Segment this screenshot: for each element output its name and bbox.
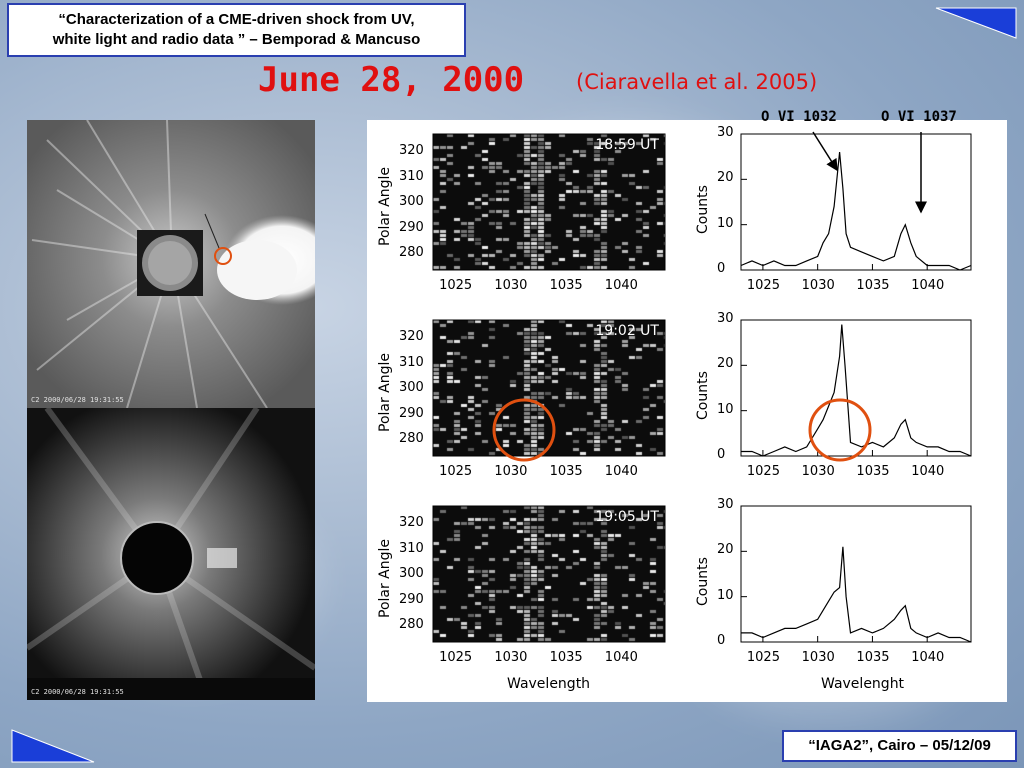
spectrum-image-3: 19:05 UT — [433, 506, 665, 642]
figure-axes — [432, 133, 972, 643]
left-ylabel: Polar Angle — [377, 352, 393, 432]
slide-title-line-1: “Characterization of a CME-driven shock … — [58, 11, 415, 28]
polar-tick-label: 300 — [399, 566, 424, 581]
count-tick-label: 0 — [717, 261, 726, 276]
footer-box: “IAGA2”, Cairo – 05/12/09 — [782, 730, 1017, 762]
counts-plot-frame — [740, 133, 972, 271]
count-tick-label: 20 — [717, 356, 734, 372]
x-tick-label: 1030 — [801, 650, 835, 665]
spectrum-canvas — [433, 320, 665, 456]
x-tick-label: 1030 — [494, 650, 528, 665]
x-tick-label: 1035 — [856, 278, 890, 293]
spectrum-canvas — [433, 506, 665, 642]
count-tick-label: 10 — [717, 215, 734, 231]
label-o6-1037: O VI 1037 — [881, 109, 957, 125]
spectrum-image-1: 18:59 UT — [433, 134, 665, 270]
x-tick-label: 1030 — [801, 464, 835, 479]
spectrum-frame — [432, 505, 666, 643]
polar-tick-label: 280 — [399, 245, 424, 260]
x-tick-label: 1030 — [494, 464, 528, 479]
x-tick-label: 1025 — [439, 650, 473, 665]
x-tick-label: 1035 — [549, 464, 583, 479]
x-tick-label: 1040 — [911, 464, 945, 479]
c2-image-caption: C2 2000/06/28 19:31:55 — [31, 396, 124, 404]
spectrum-frame — [432, 319, 666, 457]
count-tick-label: 30 — [717, 311, 734, 326]
uvcs-figure-panel: O VI 1032 O VI 1037 18:59 UT 19:02 UT 19… — [367, 109, 1007, 702]
count-tick-label: 0 — [717, 633, 726, 648]
time-label-2: 19:02 UT — [595, 323, 659, 339]
x-tick-label: 1040 — [604, 650, 638, 665]
count-tick-label: 20 — [717, 170, 734, 186]
polar-tick-label: 290 — [399, 219, 424, 235]
x-tick-label: 1040 — [604, 278, 638, 293]
polar-tick-label: 320 — [399, 329, 424, 344]
spectrum-canvas — [433, 134, 665, 270]
x-tick-label: 1030 — [494, 278, 528, 293]
counts-series-line — [740, 152, 972, 271]
corner-triangle-bottom-left — [11, 729, 95, 763]
x-tick-label: 1025 — [746, 650, 780, 665]
x-tick-label: 1025 — [439, 464, 473, 479]
counts-series-line — [741, 546, 972, 643]
right-ylabel: Counts — [695, 371, 711, 420]
highlight-circle-spectrum — [492, 398, 556, 462]
count-tick-label: 10 — [717, 587, 734, 603]
time-label-3: 19:05 UT — [595, 509, 659, 525]
date-title: June 28, 2000 — [258, 60, 525, 100]
label-o6-1032: O VI 1032 — [761, 109, 837, 125]
reference-title: (Ciaravella et al. 2005) — [576, 70, 818, 94]
left-ylabel: Polar Angle — [377, 538, 393, 618]
spectrum-image-2: 19:02 UT — [433, 320, 665, 456]
time-label-1: 18:59 UT — [595, 137, 659, 153]
x-tick-label: 1030 — [801, 278, 835, 293]
count-tick-label: 20 — [717, 542, 734, 558]
polar-tick-label: 290 — [399, 405, 424, 421]
count-tick-label: 10 — [717, 401, 734, 417]
footer-text: “IAGA2”, Cairo – 05/12/09 — [808, 737, 991, 754]
x-tick-label: 1040 — [911, 650, 945, 665]
polar-tick-label: 320 — [399, 143, 424, 158]
highlight-circle-plot — [808, 398, 872, 462]
x-tick-label: 1025 — [746, 464, 780, 479]
polar-tick-label: 280 — [399, 617, 424, 632]
polar-tick-label: 300 — [399, 194, 424, 209]
left-xlabel: Wavelength — [507, 676, 591, 692]
x-tick-label: 1040 — [604, 464, 638, 479]
polar-tick-label: 310 — [399, 540, 424, 556]
x-tick-label: 1035 — [549, 650, 583, 665]
count-tick-label: 0 — [717, 447, 726, 462]
polar-tick-label: 310 — [399, 168, 424, 184]
right-xlabel: Wavelenght — [821, 676, 905, 692]
x-tick-label: 1040 — [911, 278, 945, 293]
x-tick-label: 1035 — [856, 464, 890, 479]
right-ylabel: Counts — [695, 185, 711, 234]
x-tick-label: 1025 — [439, 278, 473, 293]
counts-series-line — [741, 324, 972, 457]
line-label-arrows — [812, 131, 927, 214]
right-ylabel: Counts — [695, 557, 711, 606]
c3-image-caption: C2 2000/06/28 19:31:55 — [31, 688, 124, 696]
count-tick-label: 30 — [717, 497, 734, 512]
lasco-c2-image: C2 2000/06/28 19:31:55 — [27, 120, 315, 408]
slide-title-line-2: white light and radio data ” – Bemporad … — [52, 31, 421, 48]
x-tick-label: 1025 — [746, 278, 780, 293]
x-tick-label: 1035 — [549, 278, 583, 293]
slide-title-box: “Characterization of a CME-driven shock … — [7, 3, 466, 57]
counts-plot-frame — [740, 319, 972, 457]
lasco-c3-image: C2 2000/06/28 19:31:55 — [27, 408, 315, 700]
count-tick-label: 30 — [717, 125, 734, 140]
corner-triangle-top-right — [935, 7, 1017, 39]
polar-tick-label: 320 — [399, 515, 424, 530]
polar-tick-label: 280 — [399, 431, 424, 446]
x-tick-label: 1035 — [856, 650, 890, 665]
left-ylabel: Polar Angle — [377, 166, 393, 246]
counts-plot-frame — [740, 505, 972, 643]
polar-tick-label: 290 — [399, 591, 424, 607]
polar-tick-label: 310 — [399, 354, 424, 370]
polar-tick-label: 300 — [399, 380, 424, 395]
spectrum-frame — [432, 133, 666, 271]
